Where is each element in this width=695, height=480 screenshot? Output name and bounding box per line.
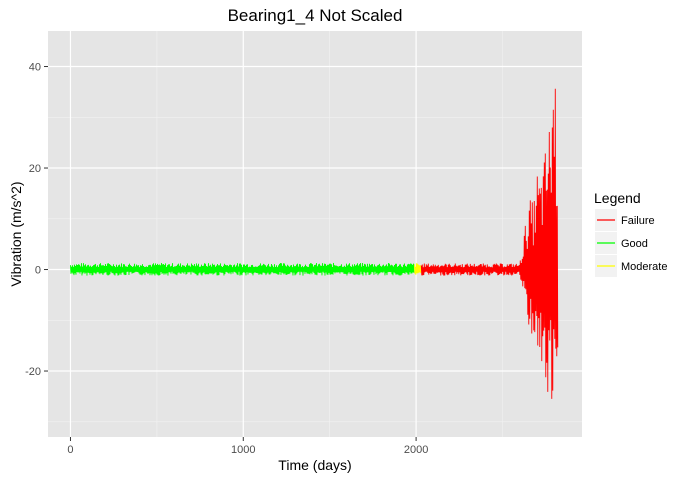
- y-tick-label: -20: [25, 366, 41, 378]
- y-tick-label: 20: [29, 163, 41, 175]
- x-axis-label: Time (days): [278, 457, 351, 473]
- grid-minor: [48, 31, 582, 437]
- legend-title: Legend: [594, 190, 641, 206]
- series-line-good: [70, 262, 415, 276]
- panel-background: [48, 31, 582, 437]
- legend-label-good: Good: [621, 238, 648, 250]
- axis-ticks: 0 1000 2000 -20 0 20 40: [25, 62, 428, 456]
- series-layer: [70, 88, 559, 399]
- y-tick-label: 40: [29, 62, 41, 74]
- x-tick-label: 0: [67, 444, 73, 456]
- legend: Legend Failure Good Moderate: [594, 190, 667, 277]
- series-line-moderate: [413, 263, 422, 275]
- chart-title: Bearing1_4 Not Scaled: [228, 6, 403, 25]
- x-tick-label: 1000: [231, 444, 255, 456]
- legend-label-failure: Failure: [621, 215, 655, 227]
- series-line-failure: [420, 88, 559, 399]
- legend-entries: Failure Good Moderate: [595, 209, 667, 277]
- legend-label-moderate: Moderate: [621, 261, 667, 273]
- x-tick-label: 2000: [404, 444, 428, 456]
- y-tick-label: 0: [35, 265, 41, 277]
- y-axis-label: Vibration (m/s^2): [8, 181, 24, 286]
